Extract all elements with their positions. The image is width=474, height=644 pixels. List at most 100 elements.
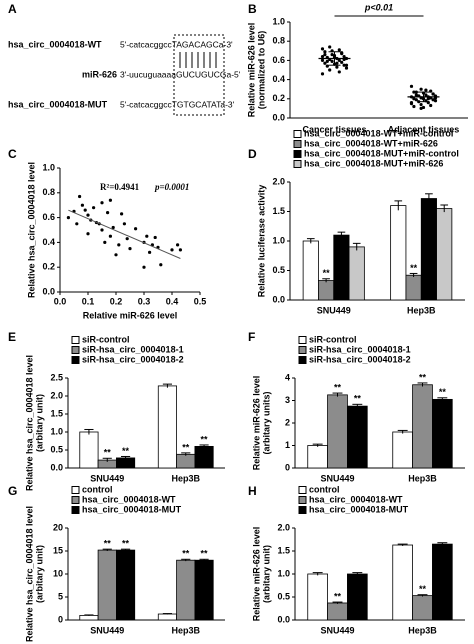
dot [323,50,327,54]
y-axis-label: Relative hsa_circ_0004018 level [26,162,36,298]
y-tick-label: 2 [285,417,290,427]
dot [320,54,325,59]
x-tick-label: SNU449 [320,473,354,483]
legend-swatch [293,140,302,148]
bar [327,602,348,621]
point [128,247,132,251]
bar [392,431,413,469]
legend-label: hsa_circ_0004018-WT+miR-626 [304,138,438,148]
dot [337,70,341,74]
legend-label: siR-hsa_circ_0004018-2 [82,354,184,364]
sequence: 5'-catcacggccTAGACAGCa-3' [120,39,233,49]
panel-label: H [248,484,257,498]
dot [337,58,341,63]
dot [328,68,332,72]
point [122,222,126,226]
y-tick-label: 0.6 [42,212,55,222]
y-axis-label: Relative hsa_circ_0004018 level [24,506,34,642]
dot [431,98,435,102]
y-tick-label: 1.5 [272,206,285,216]
legend-swatch [293,150,302,158]
point [170,248,174,252]
bar [116,549,136,621]
bar [157,613,177,621]
annotation: R²=0.4941 [100,182,140,192]
point [114,253,118,257]
y-tick-label: 4 [285,372,290,382]
panel-label: G [8,484,17,498]
point [103,240,107,244]
y-tick-label: 0.2 [42,262,55,272]
dot [419,106,423,110]
bar [432,543,453,621]
bar [79,431,99,469]
bar [390,205,407,301]
dot [328,45,332,49]
legend-label: hsa_circ_0004018-WT+miR-control [304,128,453,138]
bar [176,559,196,621]
bar [307,573,328,621]
y-tick-label: 3 [285,395,290,405]
panel-label: C [8,147,17,161]
x-tick-label: Cancer tissues [302,124,366,134]
significance-label: ** [122,539,130,549]
bar [420,198,437,301]
x-tick-label: 0.3 [138,296,151,306]
legend-swatch [71,496,80,504]
y-tick-label: 0.0 [50,462,63,472]
x-tick-label: Hep3B [171,473,200,483]
y-tick-label: 2.0 [277,522,290,532]
y-tick-label: 0.5 [50,444,63,454]
panel-label: B [248,2,257,16]
bar [405,274,422,301]
point [153,235,157,240]
x-tick-label: 0.5 [194,296,207,306]
x-tick-label: Hep3B [407,305,436,315]
legend-swatch [71,336,80,344]
legend-label: hsa_circ_0004018-MUT [82,504,182,514]
y-axis-label: (arbitary units) [261,391,271,454]
significance-label: ** [334,382,342,392]
legend-label: siR-hsa_circ_0004018-1 [82,344,184,354]
panel-label: A [8,2,17,16]
legend-swatch [298,346,307,354]
legend-swatch [71,506,80,514]
y-tick-label: 15 [53,545,63,555]
dot [323,61,327,65]
legend-label: siR-hsa_circ_0004018-2 [309,354,411,364]
dot [330,53,334,57]
legend-swatch [71,346,80,354]
legend-label: control [82,484,113,494]
dot [335,61,339,65]
y-tick-label: 20 [53,522,63,532]
legend-swatch [298,356,307,364]
dot [325,59,329,63]
dot [409,84,414,88]
point [80,203,84,207]
bar [157,385,177,469]
bar [412,595,433,621]
dot [342,63,346,67]
y-tick-label: 0.5 [272,265,285,275]
bar [307,445,328,469]
point [100,228,104,232]
point [120,212,124,216]
bar [347,405,368,469]
legend-swatch [298,496,307,504]
panel-label: D [248,147,257,161]
bar [176,453,196,469]
y-tick-label: 0.4 [42,237,55,247]
legend-label: hsa_circ_0004018-MUT+miR-control [304,148,459,158]
y-tick-label: 0 [285,462,290,472]
bar [194,559,214,621]
dot [433,99,438,103]
bar [318,280,335,301]
dot [431,92,435,96]
legend-swatch [298,486,307,494]
legend-label: hsa_circ_0004018-WT [82,494,176,504]
y-tick-label: 1.5 [50,408,63,418]
significance-label: ** [334,591,342,601]
significance-label: ** [354,394,362,404]
point [66,216,70,220]
